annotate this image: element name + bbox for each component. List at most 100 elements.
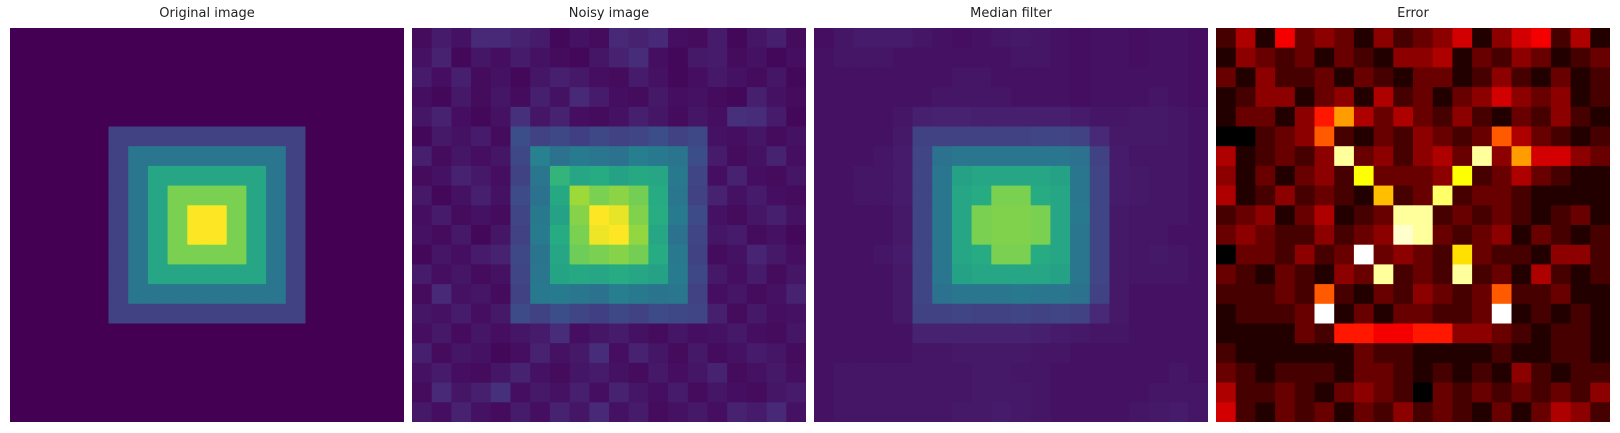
heatmap-cell: [853, 185, 874, 206]
heatmap-cell: [833, 106, 854, 128]
heatmap-cell: [1216, 106, 1237, 128]
heatmap-cell: [207, 225, 228, 246]
heatmap-cell: [49, 382, 70, 403]
heatmap-cell: [167, 382, 188, 403]
heatmap-cell: [707, 165, 728, 187]
heatmap-cell: [668, 362, 689, 384]
heatmap-cell: [1334, 165, 1355, 187]
heatmap-cell: [628, 382, 649, 403]
heatmap-cell: [1570, 323, 1591, 344]
heatmap-cell: [88, 106, 110, 128]
heatmap-cell: [853, 343, 874, 364]
heatmap-cell: [628, 87, 649, 108]
heatmap-cell: [549, 87, 571, 108]
heatmap-cell: [1275, 264, 1296, 285]
heatmap-cell: [766, 225, 787, 246]
heatmap-cell: [1030, 323, 1051, 344]
heatmap-cell: [305, 205, 326, 226]
heatmap-cell: [207, 146, 228, 167]
heatmap-cell: [1030, 28, 1051, 49]
heatmap-cell: [325, 165, 346, 187]
heatmap-cell: [1314, 343, 1335, 364]
heatmap-cell: [873, 303, 894, 325]
heatmap-cell: [325, 205, 346, 226]
heatmap-cell: [1491, 402, 1513, 422]
heatmap-cell: [1188, 362, 1208, 384]
heatmap-cell: [1255, 67, 1276, 88]
heatmap-cell: [1275, 343, 1296, 364]
heatmap-cell: [1275, 47, 1296, 68]
heatmap-cell: [1314, 106, 1335, 128]
heatmap-cell: [88, 165, 110, 187]
heatmap-cell: [510, 205, 531, 226]
heatmap-cell: [49, 323, 70, 344]
heatmap-cell: [589, 323, 610, 344]
heatmap-cell: [1168, 185, 1189, 206]
heatmap-cell: [1294, 402, 1316, 422]
heatmap-cell: [1168, 382, 1189, 403]
heatmap-cell: [1393, 67, 1414, 88]
heatmap-cell: [285, 165, 307, 187]
heatmap-cell: [364, 28, 385, 49]
heatmap-cell: [1235, 402, 1256, 422]
heatmap-cell: [128, 67, 149, 88]
heatmap-cell: [69, 185, 90, 206]
heatmap-cell: [1050, 343, 1071, 364]
heatmap-cell: [1432, 106, 1453, 128]
heatmap-cell: [266, 28, 287, 49]
heatmap-cell: [687, 244, 709, 265]
heatmap-cell: [1030, 205, 1051, 226]
heatmap-cell: [471, 343, 492, 364]
heatmap-cell: [451, 205, 472, 226]
heatmap-cell: [549, 323, 571, 344]
heatmap-cell: [786, 106, 806, 128]
heatmap-cell: [1129, 165, 1150, 187]
heatmap-cell: [932, 323, 953, 344]
heatmap-cell: [932, 28, 953, 49]
heatmap-cell: [1452, 402, 1473, 422]
heatmap-cell: [29, 303, 50, 325]
heatmap-cell: [10, 28, 31, 49]
heatmap-cell: [873, 67, 894, 88]
heatmap-cell: [490, 67, 512, 88]
heatmap-cell: [668, 323, 689, 344]
heatmap-cell: [226, 47, 247, 68]
heatmap-cell: [912, 165, 933, 187]
heatmap-cell: [1148, 47, 1170, 68]
heatmap-cell: [364, 205, 385, 226]
heatmap-cell: [1432, 28, 1453, 49]
heatmap-cell: [1011, 87, 1032, 108]
heatmap-cell: [530, 284, 551, 305]
heatmap-cell: [1216, 284, 1237, 305]
heatmap-cell: [1275, 323, 1296, 344]
heatmap-cell: [1168, 28, 1189, 49]
heatmap-cell: [1129, 28, 1150, 49]
heatmap-cell: [628, 264, 649, 285]
heatmap-cell: [912, 402, 933, 422]
heatmap-cell: [147, 362, 169, 384]
heatmap-cell: [589, 205, 610, 226]
heatmap-cell: [727, 67, 748, 88]
heatmap-cell: [364, 87, 385, 108]
heatmap-cell: [1216, 205, 1237, 226]
heatmap-cell: [786, 165, 806, 187]
heatmap-cell: [991, 402, 1012, 422]
heatmap-cell: [1491, 185, 1513, 206]
heatmap-cell: [10, 323, 31, 344]
heatmap-cell: [187, 303, 208, 325]
heatmap-cell: [1188, 244, 1208, 265]
heatmap-cell: [1070, 264, 1091, 285]
heatmap-cell: [1472, 244, 1493, 265]
heatmap-cell: [187, 284, 208, 305]
heatmap-cell: [167, 106, 188, 128]
heatmap-cell: [1531, 382, 1552, 403]
heatmap-cell: [1030, 67, 1051, 88]
heatmap-cell: [1452, 205, 1473, 226]
heatmap-cell: [1129, 303, 1150, 325]
heatmap-cell: [786, 67, 806, 88]
heatmap-cell: [1188, 264, 1208, 285]
heatmap-cell: [1511, 146, 1532, 167]
heatmap-cell: [1050, 67, 1071, 88]
heatmap-cell: [1334, 284, 1355, 305]
heatmap-cell: [431, 225, 452, 246]
